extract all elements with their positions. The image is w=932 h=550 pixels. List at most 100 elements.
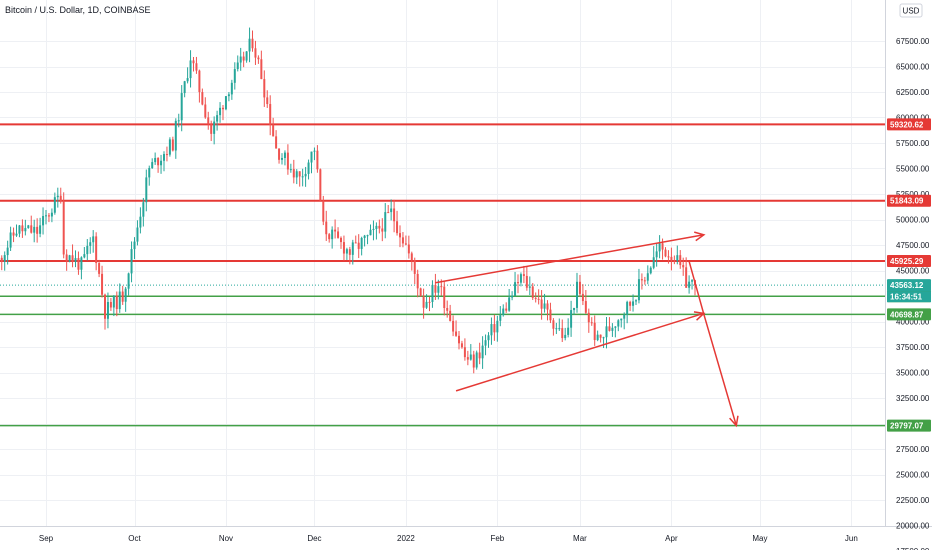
candle-body: [519, 274, 522, 283]
candle-body: [522, 274, 525, 276]
candle-body: [283, 152, 286, 158]
candle-body: [632, 301, 635, 306]
candle-body: [112, 295, 115, 308]
candle-body: [9, 232, 12, 248]
candle-body: [514, 282, 517, 296]
candle-body: [257, 57, 260, 60]
candle-body: [493, 324, 496, 333]
price-tick-label: 62500.00: [896, 88, 930, 97]
candle-body: [0, 257, 3, 262]
candle-body: [269, 104, 272, 125]
candle-body: [307, 162, 310, 174]
candle-body: [139, 216, 142, 228]
candle-body: [558, 328, 561, 330]
candle-body: [3, 255, 6, 262]
candle-body: [546, 303, 549, 310]
candle-body: [68, 255, 71, 262]
candle-body: [227, 94, 230, 97]
candle-body: [18, 225, 21, 234]
candle-body: [24, 228, 27, 232]
candle-body: [626, 301, 629, 315]
candle-body: [204, 104, 207, 118]
candle-body: [682, 265, 685, 268]
candle-body: [192, 60, 195, 64]
price-tick-label: 25000.00: [896, 471, 930, 480]
candle-body: [186, 78, 189, 82]
candle-body: [679, 255, 682, 266]
price-tick-label: 65000.00: [896, 63, 930, 72]
candle-body: [289, 169, 292, 171]
time-axis[interactable]: Sep Oct Nov Dec 2022 Feb Mar Apr May Jun: [39, 534, 858, 543]
price-tick-label: 35000.00: [896, 369, 930, 378]
candle-body: [177, 120, 180, 122]
level-label-bg: [887, 194, 931, 207]
trend-line: [455, 312, 705, 392]
candle-body: [691, 280, 694, 282]
candle-body: [313, 150, 316, 152]
candle-body: [142, 202, 145, 217]
level-label-bg: [887, 118, 931, 131]
candle-body: [151, 162, 154, 169]
candle-body: [387, 212, 390, 214]
candle-body: [652, 257, 655, 268]
candle-body: [425, 301, 428, 308]
candle-body: [381, 228, 384, 232]
candle-body: [342, 242, 345, 254]
candle-body: [154, 157, 157, 163]
candle-body: [47, 215, 50, 217]
candle-body: [434, 284, 437, 293]
time-tick-label: Jun: [845, 534, 858, 543]
candle-body: [416, 273, 419, 289]
candle-body: [629, 301, 632, 306]
candle-body: [688, 281, 691, 288]
candle-body: [145, 177, 148, 203]
candle-body: [617, 320, 620, 327]
candle-body: [496, 320, 499, 333]
candle-body: [39, 225, 42, 234]
candle-body: [517, 282, 519, 284]
candle-body: [534, 297, 537, 299]
price-tick-label: 57500.00: [896, 139, 930, 148]
candle-body: [611, 327, 614, 331]
candle-body: [334, 229, 337, 232]
candle-body: [463, 347, 466, 358]
candle-body: [163, 154, 165, 161]
time-tick-label: Nov: [219, 534, 233, 543]
candle-body: [437, 286, 440, 293]
candle-body: [472, 354, 475, 368]
candle-body: [643, 280, 646, 282]
candle-body: [115, 295, 118, 310]
price-tick-label: 17500.00: [896, 547, 930, 550]
candle-body: [469, 354, 472, 360]
price-tick-label: 22500.00: [896, 496, 930, 505]
time-tick-label: Sep: [39, 534, 54, 543]
price-tick-label: 60000.00: [896, 114, 930, 123]
candle-body: [599, 334, 602, 338]
candle-body: [561, 328, 564, 339]
currency-button[interactable]: USD: [899, 3, 923, 18]
candle-body: [354, 242, 357, 244]
candle-body: [98, 263, 101, 274]
candle-body: [56, 195, 59, 198]
candle-body: [664, 249, 667, 257]
candle-body: [322, 200, 325, 222]
candle-body: [189, 60, 192, 79]
price-tick-label: 52500.00: [896, 190, 930, 199]
candle-body: [673, 260, 676, 262]
grid: [0, 0, 885, 527]
candle-body: [581, 293, 584, 302]
level-labels: 59320.6251843.0945925.2942472.0640698.87…: [887, 118, 931, 432]
candle-body: [357, 242, 360, 249]
candle-body: [393, 208, 396, 222]
candle-body: [254, 48, 257, 58]
candle-body: [30, 225, 33, 233]
candle-body: [6, 247, 9, 256]
candle-body: [77, 258, 80, 270]
candle-body: [499, 315, 502, 321]
candle-body: [236, 62, 239, 70]
candle-body: [213, 121, 216, 134]
current-price-label-bg: [887, 279, 931, 292]
candle-body: [272, 124, 275, 137]
candle-body: [552, 320, 555, 329]
